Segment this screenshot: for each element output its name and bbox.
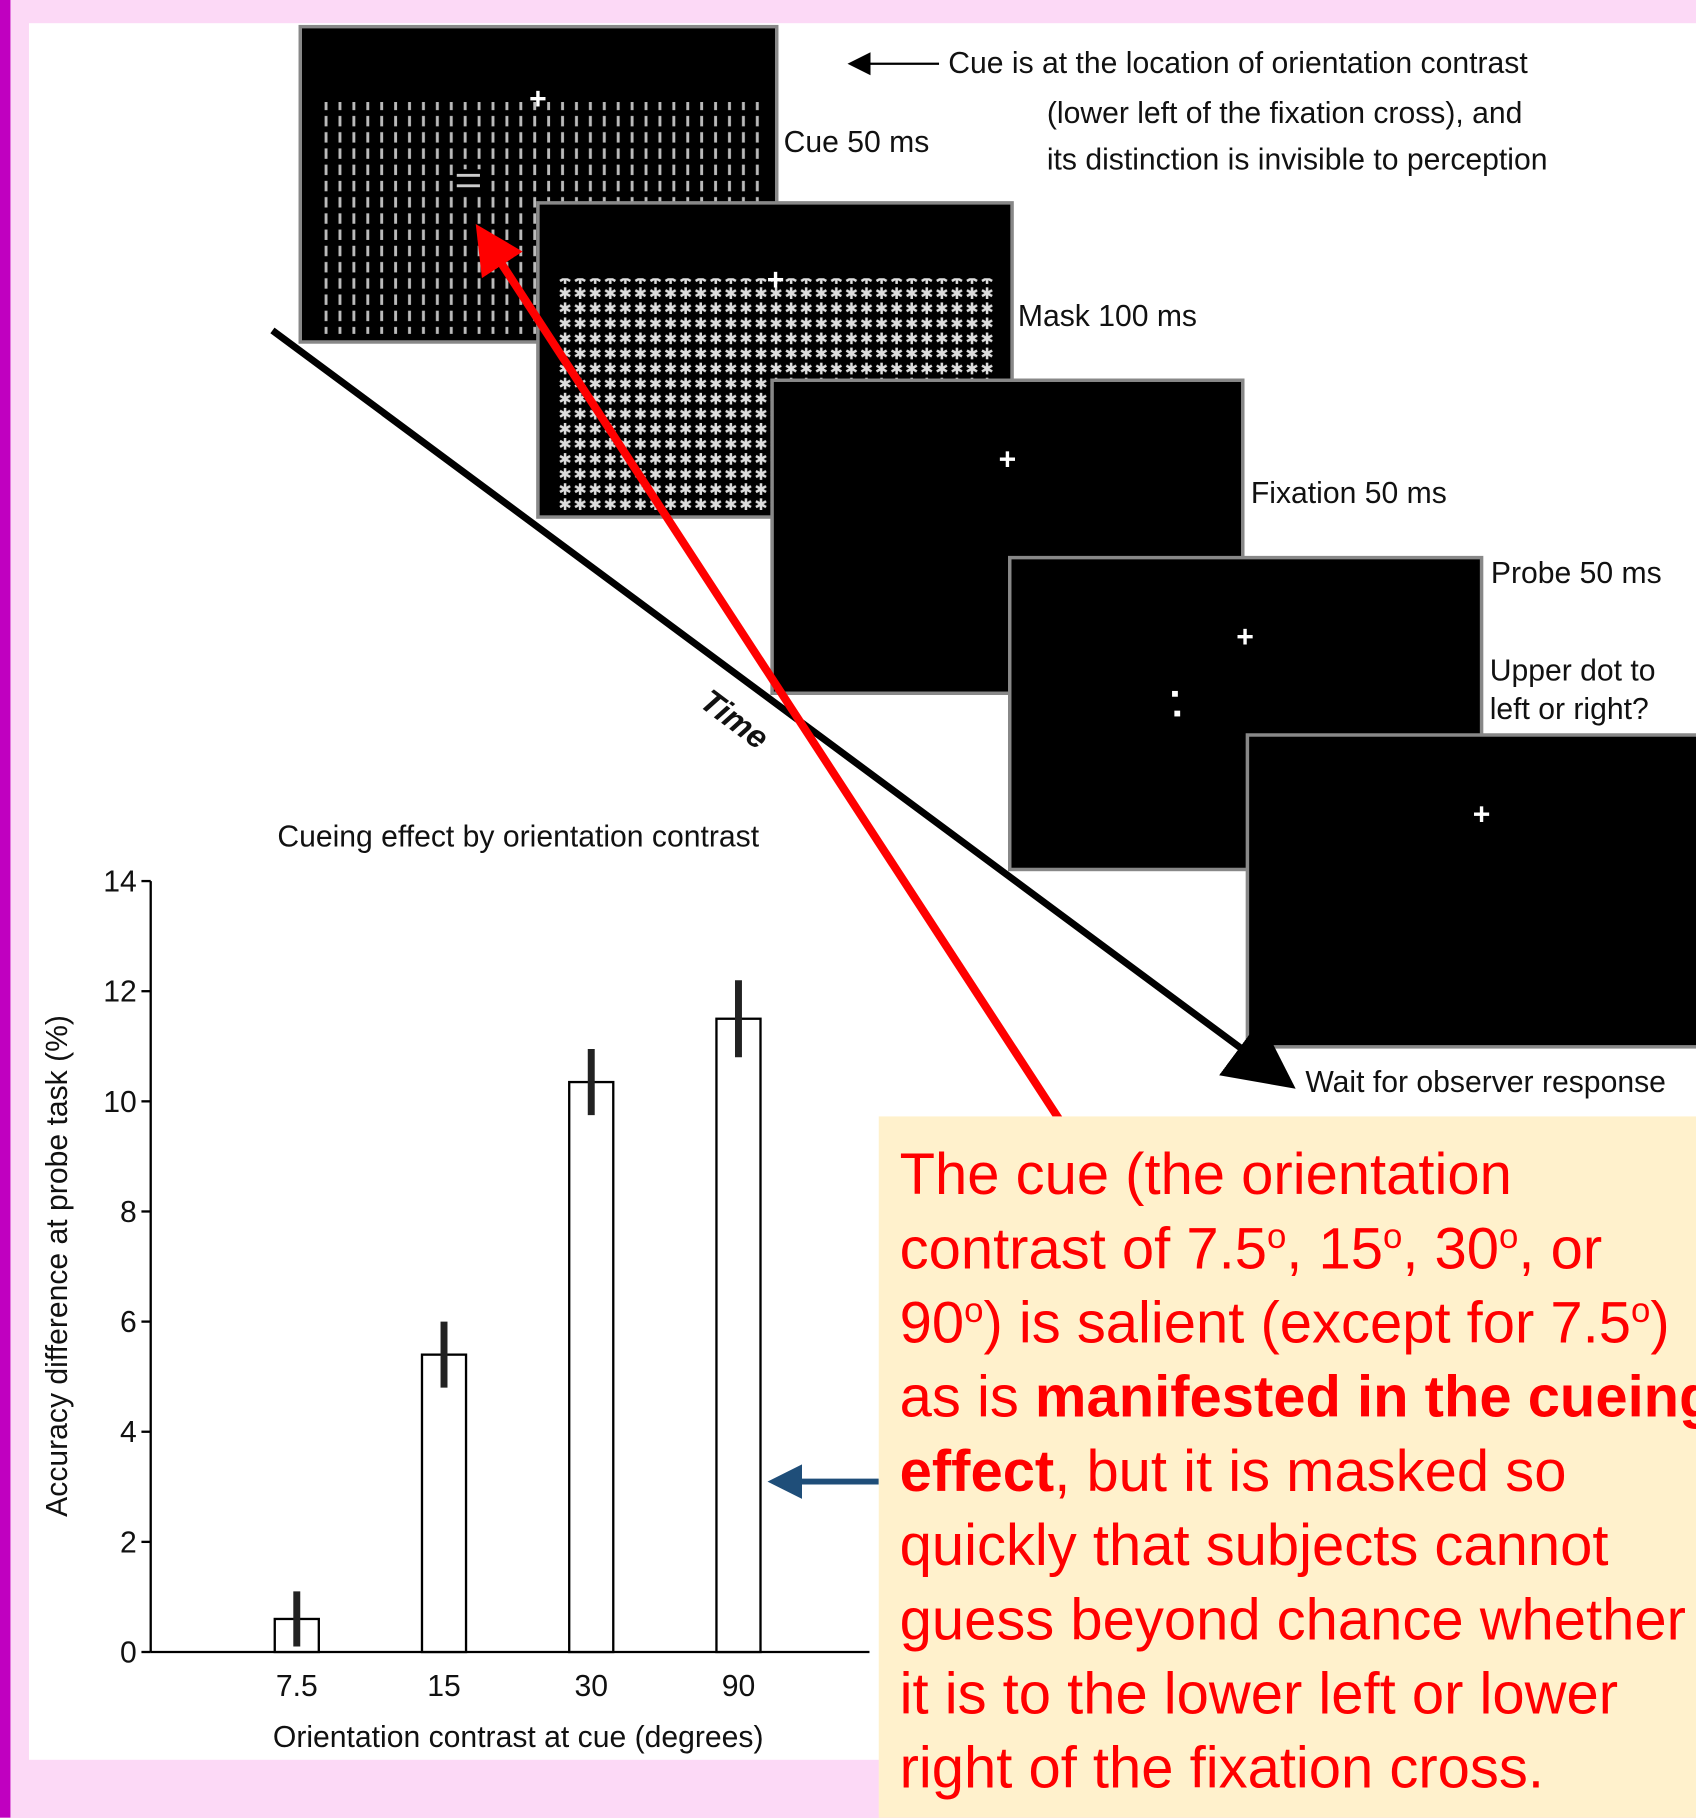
cue-note: Cue is at the location of orientation co… [948,47,1528,80]
callout-text: , 30 [1402,1216,1499,1281]
x-tick-label: 30 [574,1670,608,1703]
screen-label: left or right? [1490,693,1649,726]
superscript: o [964,1292,983,1330]
y-tick-label: 2 [120,1526,137,1559]
bar [569,1082,613,1652]
y-tick-label: 8 [120,1196,137,1229]
cue-note: its distinction is invisible to percepti… [1047,143,1548,176]
x-axis-label: Orientation contrast at cue (degrees) [273,1721,764,1754]
callout: The cue (the orientation contrast of 7.5… [879,1116,1696,1817]
callout-text: , 15 [1286,1216,1383,1281]
screen-label: Fixation 50 ms [1251,477,1447,510]
svg-text:+: + [529,83,547,116]
stage: ✱ + + + + + Time Cue is at the location … [0,0,1696,1818]
chart-title: Cueing effect by orientation contrast [277,820,759,853]
superscript: o [1499,1218,1518,1256]
screen-label: Upper dot to [1490,655,1656,688]
superscript: o [1267,1218,1286,1256]
y-tick-label: 10 [103,1086,137,1119]
svg-text:+: + [1236,621,1254,654]
superscript: o [1383,1218,1402,1256]
left-strip [0,0,10,1818]
slide: ✱ + + + + + Time Cue is at the location … [0,0,1696,1818]
y-tick-label: 6 [120,1306,137,1339]
y-tick-label: 0 [120,1636,137,1669]
cue-note: (lower left of the fixation cross), and [1047,97,1523,130]
y-axis-label: Accuracy difference at probe task (%) [41,1015,74,1517]
y-tick-label: 12 [103,976,137,1009]
svg-text:+: + [1473,798,1491,831]
x-tick-label: 90 [722,1670,756,1703]
superscript: o [1631,1292,1650,1330]
y-tick-label: 14 [103,866,137,899]
screen-label: Probe 50 ms [1491,557,1662,590]
bar [422,1355,466,1652]
callout-text: ) is salient (except for 7.5 [983,1290,1631,1355]
screen-label: Mask 100 ms [1018,300,1197,333]
svg-text:+: + [999,444,1017,477]
screen-label: Cue 50 ms [784,126,930,159]
bar [716,1019,760,1652]
x-tick-label: 7.5 [276,1670,318,1703]
y-tick-label: 4 [120,1416,137,1449]
screen-label: Wait for observer response [1305,1066,1666,1099]
x-tick-label: 15 [427,1670,461,1703]
svg-text:+: + [767,264,785,297]
